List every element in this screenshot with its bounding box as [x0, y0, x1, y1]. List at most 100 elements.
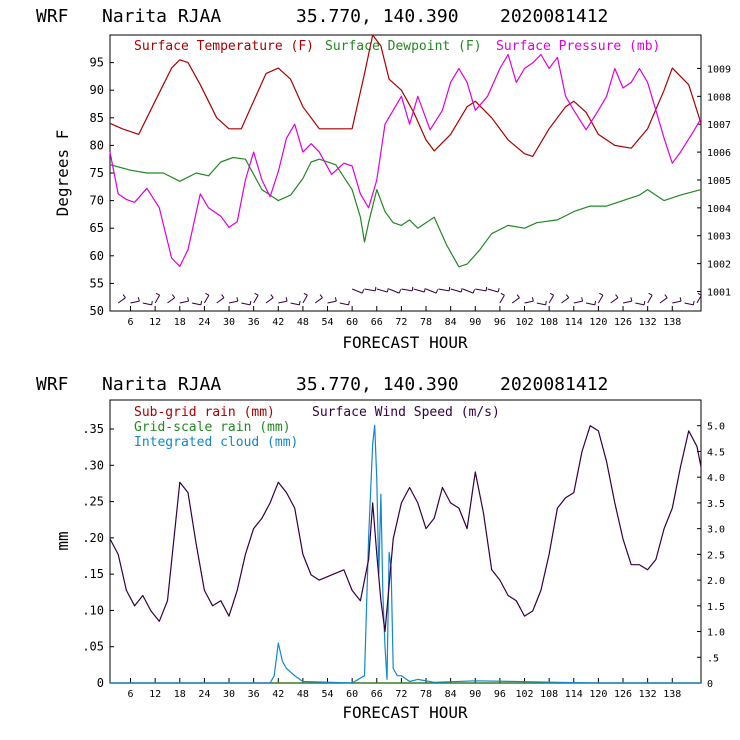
- y2-tick-label: 5.0: [707, 422, 725, 433]
- wind-barb-flag: [599, 292, 604, 296]
- wind-barb-flag: [187, 297, 190, 302]
- legend-surface-pressure: Surface Pressure (mb): [496, 39, 660, 54]
- wind-barb-flag: [565, 294, 570, 299]
- wind-barb-flag: [485, 286, 488, 291]
- bottom-x-axis-label: FORECAST HOUR: [342, 703, 468, 722]
- surface-dewpoint-line: [109, 156, 702, 268]
- wind-barb: [635, 302, 645, 306]
- bottom-y-axis-label: mm: [53, 531, 72, 550]
- wind-barb: [548, 294, 555, 304]
- x-tick-label: 102: [515, 317, 533, 328]
- wind-barb-flag: [386, 288, 389, 293]
- wind-barb: [561, 297, 570, 304]
- wind-barb: [339, 302, 349, 306]
- x-tick-label: 96: [494, 317, 506, 328]
- wind-barb-flag: [516, 294, 520, 299]
- y2-tick-label: 1009: [707, 64, 731, 75]
- y-tick-label: .30: [82, 458, 104, 472]
- bottom-x-ticks: 6 12 18 24 30 36 42 48 54 60 66 72 78 84 90 96 102 108 114…: [128, 678, 681, 700]
- top-y-ticks: 95 90 85 80 75 70 65 60 55 50: [90, 56, 114, 318]
- wind-barb-flag: [423, 288, 426, 293]
- wind-barb: [536, 302, 546, 306]
- top-y-axis-label: Degrees F: [53, 130, 72, 217]
- wind-barb: [499, 294, 505, 304]
- wind-barb-flag: [298, 300, 301, 305]
- legend-surface-wind-speed: Surface Wind Speed (m/s): [312, 405, 500, 420]
- legend-subgrid-rain: Sub-grid rain (mm): [134, 405, 275, 420]
- wind-barb-flag: [648, 292, 653, 296]
- wind-barb-flag: [697, 292, 702, 296]
- x-tick-label: 102: [515, 689, 533, 700]
- bottom-title-coords: 35.770, 140.390: [296, 374, 459, 395]
- wind-barb: [450, 288, 462, 293]
- wind-barb-flag: [594, 300, 597, 305]
- surface-temperature-line: [109, 34, 702, 157]
- y-tick-label: .20: [82, 531, 104, 545]
- x-tick-label: 114: [565, 689, 583, 700]
- y2-tick-label: 3.0: [707, 525, 725, 536]
- wind-barb: [610, 297, 619, 304]
- wind-barb-flag: [205, 292, 210, 296]
- wind-barb: [438, 288, 450, 292]
- x-tick-label: 30: [223, 317, 235, 328]
- legend-surface-dewpoint: Surface Dewpoint (F): [325, 39, 482, 54]
- wind-barb-flag: [249, 300, 252, 305]
- x-tick-label: 6: [128, 317, 134, 328]
- x-tick-label: 84: [445, 689, 457, 700]
- x-tick-label: 42: [272, 317, 284, 328]
- wind-barb: [585, 302, 595, 306]
- wind-barb: [278, 300, 288, 304]
- wind-barb: [302, 294, 308, 304]
- x-tick-label: 18: [174, 317, 186, 328]
- wind-barb: [216, 297, 225, 304]
- x-tick-label: 42: [272, 689, 284, 700]
- top-x-axis-label: FORECAST HOUR: [342, 333, 468, 352]
- wind-barb: [425, 288, 437, 294]
- precipitation-wind-panel: WRF Narita RJAA 35.770, 140.390 20200814…: [36, 374, 725, 722]
- y-tick-label: .10: [82, 603, 104, 617]
- y-tick-label: 55: [90, 276, 104, 290]
- x-tick-label: 120: [589, 317, 607, 328]
- wind-barb: [327, 300, 337, 304]
- surface-wind-speed-line: [109, 425, 702, 633]
- wind-barb-flag: [361, 289, 365, 294]
- legend-grid-scale-rain: Grid-scale rain (mm): [134, 420, 291, 435]
- x-tick-label: 18: [174, 689, 186, 700]
- y-tick-label: 0: [97, 676, 104, 690]
- wind-barb: [130, 300, 140, 304]
- wind-barb-flag: [155, 292, 160, 296]
- y2-tick-label: 1002: [707, 260, 731, 271]
- x-tick-label: 12: [149, 317, 161, 328]
- wind-barb: [265, 297, 274, 304]
- wind-barb-flag: [630, 297, 633, 302]
- wind-barb-flag: [303, 292, 308, 296]
- y2-tick-label: 1.0: [707, 628, 725, 639]
- wind-barb: [253, 294, 259, 304]
- wind-barb: [647, 294, 653, 304]
- x-tick-label: 12: [149, 689, 161, 700]
- wind-barb-flag: [435, 289, 439, 294]
- wind-barb: [241, 302, 251, 306]
- y-tick-label: 50: [90, 304, 104, 318]
- wind-barb: [388, 288, 400, 294]
- bottom-title-init: 2020081412: [500, 374, 608, 395]
- wind-barb: [179, 300, 189, 304]
- x-tick-label: 72: [395, 317, 407, 328]
- wind-barb-flag: [472, 289, 476, 294]
- top-series-lines: [109, 34, 702, 268]
- y2-tick-label: 1007: [707, 120, 731, 131]
- x-tick-label: 78: [420, 689, 432, 700]
- x-tick-label: 48: [297, 317, 309, 328]
- wind-barb-flag: [319, 294, 323, 299]
- x-tick-label: 126: [614, 689, 632, 700]
- y2-tick-label: 1.5: [707, 602, 725, 613]
- wind-barb: [684, 302, 694, 306]
- y-tick-label: .05: [82, 640, 104, 654]
- wind-barb-flag: [171, 294, 176, 299]
- wind-barb: [524, 300, 534, 304]
- y-tick-label: 85: [90, 111, 104, 125]
- x-tick-label: 36: [248, 317, 260, 328]
- wind-barb: [376, 288, 388, 293]
- wind-barb-flag: [334, 297, 337, 302]
- wind-barb: [462, 288, 474, 294]
